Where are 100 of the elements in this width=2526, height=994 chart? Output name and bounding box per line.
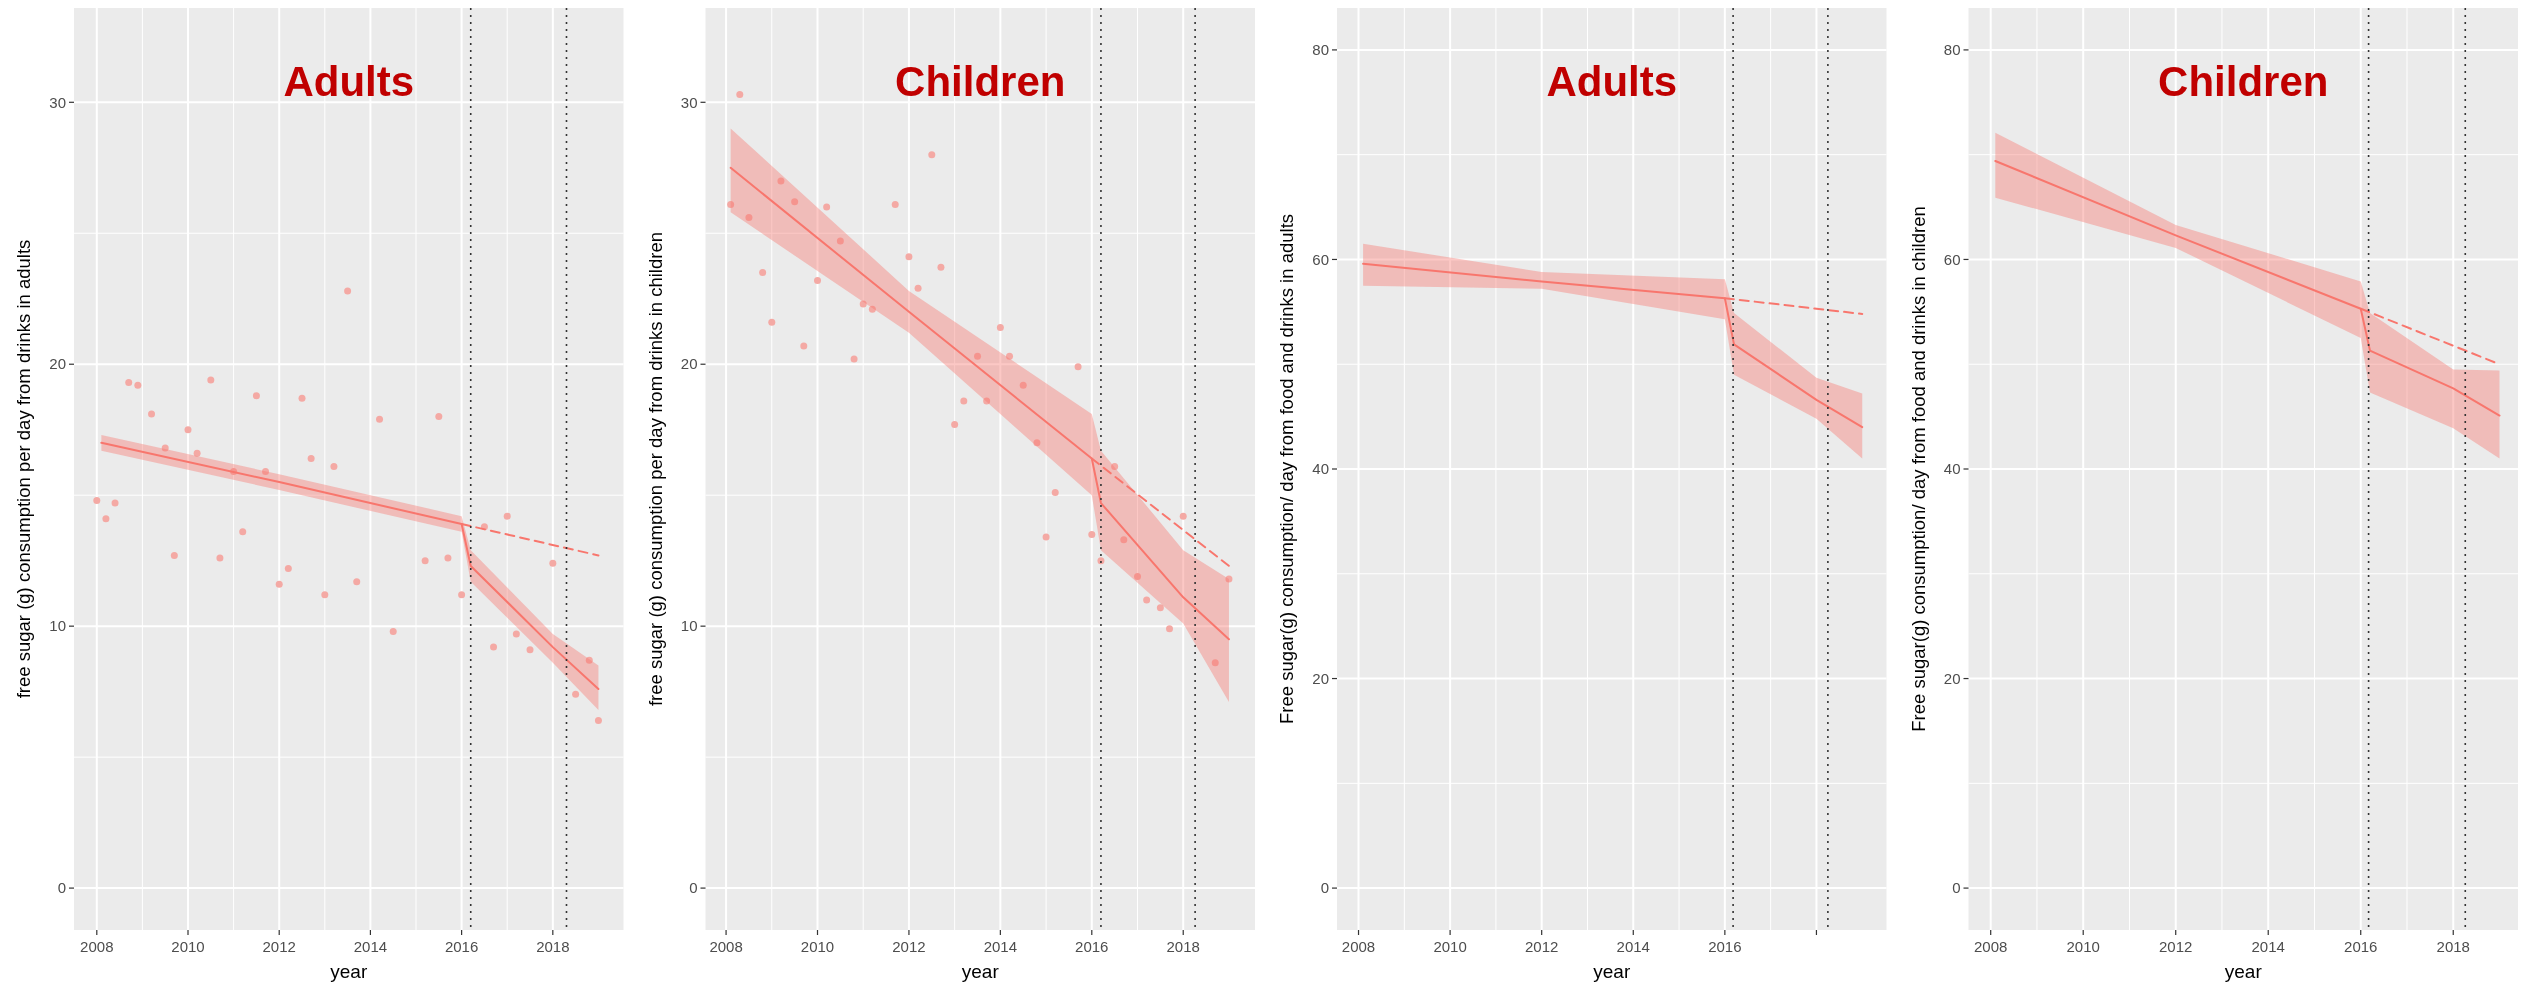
x-tick-label: 2012 (2159, 938, 2193, 955)
line-series (1994, 159, 2501, 417)
y-tick-label: 0 (689, 879, 698, 897)
point (435, 413, 443, 421)
y-axis-title: Free sugar(g) consumption/ day from food and drinks in children (1907, 206, 1929, 732)
text: Children (2158, 58, 2329, 105)
point (836, 237, 844, 245)
x-axis-title: year (961, 961, 1000, 982)
point (353, 578, 361, 586)
point (170, 551, 178, 559)
point (823, 203, 831, 211)
point (951, 420, 959, 428)
point (1074, 363, 1082, 371)
text: Adults (1546, 58, 1678, 105)
point (330, 462, 338, 470)
point (814, 276, 821, 284)
point (193, 449, 201, 457)
point (262, 468, 270, 476)
point (868, 305, 876, 313)
x-tick-label: 2010 (171, 938, 205, 955)
point (298, 394, 306, 402)
point (791, 198, 799, 206)
point (1134, 572, 1142, 580)
point (996, 324, 1004, 332)
y-tick-label: 60 (1943, 250, 1961, 268)
point (444, 554, 452, 562)
point (1211, 659, 1219, 667)
y-tick-label: 40 (1943, 460, 1961, 478)
point (891, 200, 899, 208)
point (134, 381, 142, 389)
y-tick-label: 80 (1312, 41, 1329, 59)
point (928, 151, 936, 159)
x-tick-label: 2012 (892, 938, 926, 955)
point (850, 355, 858, 363)
point (376, 415, 384, 423)
point (1042, 533, 1050, 541)
x-tick-label: 2012 (262, 938, 296, 955)
point (1179, 512, 1187, 520)
point (252, 392, 260, 400)
point (727, 200, 735, 208)
point (1088, 530, 1096, 538)
point (1033, 439, 1041, 447)
point (344, 287, 352, 295)
y-tick-label: 20 (1943, 669, 1961, 687)
y-tick-label: 10 (680, 617, 698, 635)
point (184, 426, 192, 434)
point (974, 352, 982, 360)
point (905, 253, 913, 261)
y-tick-label: 30 (49, 93, 66, 111)
y-tick-label: 20 (680, 355, 698, 373)
point (1051, 489, 1059, 497)
point (93, 496, 101, 504)
point (239, 528, 247, 536)
point (321, 591, 329, 599)
point (736, 90, 744, 98)
y-tick-label: 10 (49, 617, 66, 635)
point (960, 397, 968, 405)
point (768, 318, 776, 326)
x-tick-label: 2010 (2066, 938, 2100, 955)
x-tick-label: 2014 (2251, 938, 2285, 955)
point (503, 512, 511, 520)
x-tick-label: 2014 (1616, 938, 1650, 955)
text: Adults (283, 58, 415, 105)
x-tick-label: 2010 (800, 938, 835, 955)
y-axis-title: free sugar (g) consumption per day from drinks in adults (13, 239, 34, 699)
point (745, 214, 753, 222)
x-tick-label: 2018 (2436, 938, 2470, 955)
x-axis-title: year (330, 961, 368, 982)
point (1111, 462, 1119, 470)
y-tick-label: 60 (1312, 250, 1329, 268)
point (307, 455, 315, 463)
point (914, 284, 922, 292)
y-axis-title: Free sugar(g) consumption/ day from food and drinks in adults (1276, 213, 1297, 725)
point (759, 269, 767, 277)
y-tick-label: 40 (1312, 460, 1329, 478)
point (859, 300, 867, 308)
point (161, 444, 169, 452)
x-tick-label: 2014 (983, 938, 1018, 955)
point (125, 379, 133, 387)
y-tick-label: 20 (1312, 669, 1329, 687)
x-tick-label: 2008 (1341, 938, 1376, 955)
point (275, 580, 283, 588)
x-tick-label: 2018 (1166, 938, 1200, 955)
text: Children (895, 58, 1066, 105)
point (777, 177, 785, 185)
x-tick-label: 2016 (1075, 938, 1109, 955)
point (421, 557, 429, 565)
point (549, 559, 557, 567)
point (207, 376, 215, 384)
x-axis-title: year (2224, 961, 2263, 982)
line-series (729, 166, 1230, 641)
point (800, 342, 808, 350)
point (389, 627, 397, 635)
y-tick-label: 80 (1943, 41, 1961, 59)
point (102, 515, 110, 523)
point (1006, 352, 1014, 360)
x-tick-label: 2016 (444, 938, 479, 955)
point (458, 591, 466, 599)
point (284, 565, 292, 573)
point (512, 630, 520, 638)
